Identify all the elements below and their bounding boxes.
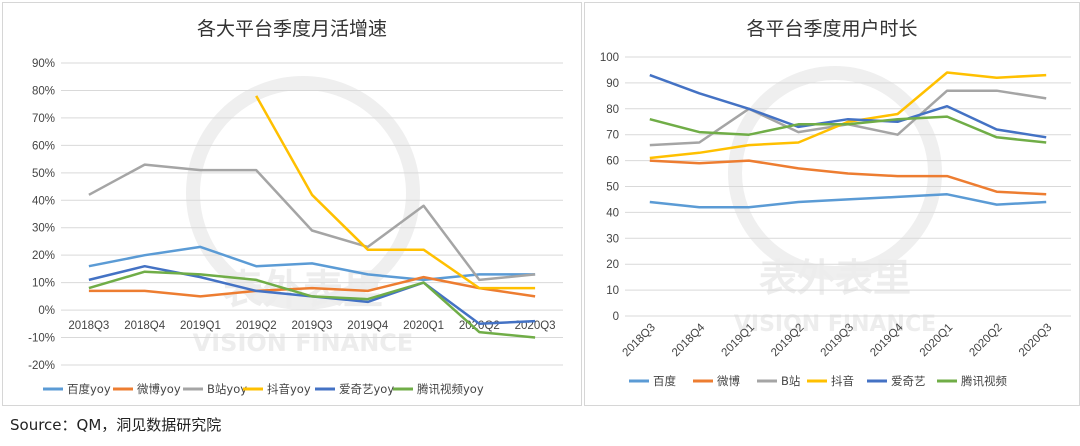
mau-growth-chart-panel: 表外表里 VISION FINANCE 各大平台季度月活增速 -20% -10% 0… — [2, 2, 582, 406]
legend-label: B站yoy — [207, 382, 247, 396]
y-tick-label: 80% — [32, 85, 55, 97]
legend-label: 腾讯视频 — [961, 374, 1007, 388]
watermark-en: VISION FINANCE — [193, 329, 414, 357]
chart-title: 各平台季度用户时长 — [746, 18, 917, 40]
legend-label: 腾讯视频yoy — [417, 382, 484, 396]
y-tick-label: 90 — [606, 78, 619, 90]
watermark-cn: 表外表里 — [759, 256, 911, 300]
series-line — [88, 275, 536, 298]
y-tick-label: 10% — [32, 278, 55, 290]
usage-time-chart: 表外表里 VISION FINANCE 各平台季度用户时长 0102030405… — [600, 18, 1071, 388]
legend-label: B站 — [781, 374, 801, 388]
series-line — [649, 73, 1047, 139]
legend-label: 微博yoy — [137, 382, 181, 396]
series-line — [88, 270, 536, 339]
x-tick-label: 2020Q2 — [967, 322, 1004, 359]
source-note: Source：QM，洞见数据研究院 — [10, 416, 222, 434]
y-tick-label: 60% — [32, 140, 55, 152]
y-tick-label: 40% — [32, 195, 55, 207]
x-tick-label: 2018Q4 — [124, 320, 166, 332]
legend-label: 爱奇艺yoy — [339, 382, 394, 396]
x-tick-label: 2018Q3 — [620, 322, 657, 359]
y-tick-label: 50% — [32, 168, 55, 180]
x-tick-label: 2018Q4 — [670, 321, 708, 359]
x-tick-label: 2020Q3 — [1017, 322, 1054, 359]
x-tick-label: 2019Q1 — [180, 320, 221, 332]
y-tick-label: 0% — [38, 305, 55, 317]
legend-label: 百度 — [653, 374, 676, 388]
y-tick-label: -10% — [28, 333, 55, 345]
y-tick-label: 30% — [32, 223, 55, 235]
legend-label: 百度yoy — [67, 382, 111, 396]
x-tick-label: 2020Q3 — [515, 320, 556, 332]
legend-label: 微博 — [717, 374, 740, 388]
y-tick-label: 20% — [32, 250, 55, 262]
chart-title: 各大平台季度月活增速 — [197, 18, 387, 40]
legend-label: 爱奇艺 — [891, 374, 926, 388]
y-tick-label: 60 — [606, 156, 619, 168]
usage-time-chart-panel: 表外表里 VISION FINANCE 各平台季度用户时长 0 10 20 30 40 5… — [584, 2, 1080, 406]
series-line — [649, 115, 1047, 144]
x-tick-label: 2019Q2 — [236, 320, 277, 332]
series-line — [649, 193, 1047, 209]
x-tick-label: 2019Q4 — [347, 320, 389, 332]
x-tick-label: 2018Q3 — [68, 320, 109, 332]
y-tick-label: 90% — [32, 58, 55, 70]
legend-label: 抖音 — [831, 374, 854, 388]
mau-growth-chart: 表外表里 VISION FINANCE 各大平台季度月活增速 -20% -10% 0… — [28, 18, 563, 396]
series-line — [649, 89, 1047, 147]
y-tick-label: 100 — [600, 52, 619, 64]
series-line — [649, 71, 1047, 160]
series-line — [88, 163, 536, 282]
y-tick-label: 80 — [606, 104, 619, 116]
y-tick-label: -20% — [28, 360, 55, 372]
y-tick-label: 50 — [606, 182, 619, 194]
y-tick-label: 0 — [613, 311, 619, 323]
series-line — [255, 95, 536, 290]
series-line — [649, 159, 1047, 196]
watermark: 表外表里 VISION FINANCE — [186, 76, 420, 357]
legend-label: 抖音yoy — [267, 382, 311, 396]
y-tick-label: 40 — [606, 207, 619, 219]
x-tick-label: 2019Q3 — [292, 320, 333, 332]
y-tick-label: 70% — [32, 113, 55, 125]
x-tick-label: 2020Q1 — [403, 320, 444, 332]
y-tick-label: 20 — [606, 259, 619, 271]
y-tick-label: 10 — [606, 285, 619, 297]
y-tick-label: 70 — [606, 130, 619, 142]
y-tick-label: 30 — [606, 233, 619, 245]
